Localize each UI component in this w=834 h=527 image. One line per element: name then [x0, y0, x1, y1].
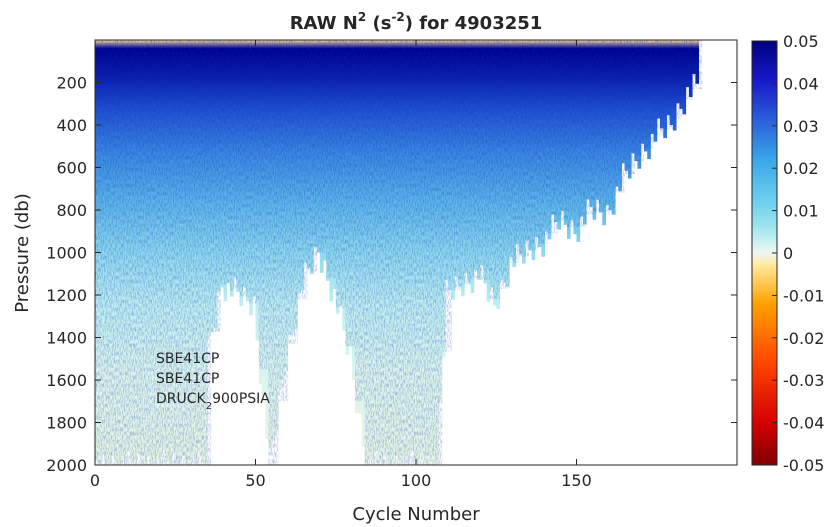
colorbar-tick-label: 0.01: [783, 202, 819, 221]
annotation-ctd-1: SBE41CP: [156, 351, 219, 367]
colorbar-tick-label: -0.03: [783, 371, 824, 390]
colorbar-tick-label: 0: [783, 244, 793, 263]
y-tick-label: 400: [56, 116, 87, 135]
y-tick-label: 600: [56, 159, 87, 178]
y-axis: 200 400 600 800 1000 1200 1400 1600 1800 2000: [46, 74, 737, 475]
title-unit-open: (s: [366, 13, 391, 34]
x-tick-label: 0: [90, 471, 100, 490]
colorbar-tick-label: 0.02: [783, 159, 819, 178]
colorbar-tick-label: 0.04: [783, 74, 819, 93]
annotation-psia: 900PSIA: [212, 391, 270, 407]
annotation-pressure-sensor: DRUCK2900PSIA: [156, 391, 270, 412]
y-tick-label: 1800: [46, 414, 87, 433]
annotation-subscript: 2: [206, 401, 212, 412]
y-tick-label: 800: [56, 201, 87, 220]
title-unit-superscript: -2: [391, 10, 404, 24]
colorbar-ticks: 0.05 0.04 0.03 0.02 0.01 0 -0.01 -0.02 -0.03 -0.0…: [772, 32, 824, 475]
colorbar: 0.05 0.04 0.03 0.02 0.01 0 -0.01 -0.02 -0.03 -0.0…: [751, 32, 824, 475]
y-tick-label: 200: [56, 74, 87, 93]
heatmap-field: [95, 40, 703, 465]
y-tick-label: 1400: [46, 329, 87, 348]
x-axis: 0 50 100 150: [90, 40, 592, 490]
y-tick-label: 1200: [46, 286, 87, 305]
profile-fill: [688, 40, 693, 97]
colorbar-tick-label: -0.02: [783, 329, 824, 348]
title-superscript: 2: [358, 10, 366, 24]
x-axis-title: Cycle Number: [352, 504, 480, 525]
profile-column: [688, 40, 693, 97]
annotation-druck: DRUCK: [156, 391, 207, 407]
annotation-ctd-2: SBE41CP: [156, 371, 219, 387]
x-tick-label: 100: [401, 471, 432, 490]
colorbar-tick-label: -0.04: [783, 414, 824, 433]
y-tick-label: 1000: [46, 244, 87, 263]
chart-title: RAW N2 (s-2) for 4903251: [290, 10, 543, 34]
y-tick-label: 1600: [46, 371, 87, 390]
colorbar-tick-label: 0.05: [783, 32, 819, 51]
sensor-annotations: SBE41CP SBE41CP DRUCK2900PSIA: [156, 351, 270, 412]
profile-fill: [692, 40, 696, 74]
profile-column: [692, 40, 696, 74]
colorbar-tick-label: -0.01: [783, 286, 824, 305]
colorbar-tick-label: -0.05: [783, 456, 824, 475]
x-tick-label: 50: [245, 471, 265, 490]
y-tick-label: 2000: [46, 456, 87, 475]
profile-column: [695, 40, 700, 84]
title-unit-close: ) for 4903251: [405, 13, 543, 34]
x-tick-label: 150: [561, 471, 592, 490]
y-axis-title: Pressure (db): [12, 193, 33, 312]
title-text: RAW N: [290, 13, 358, 34]
profile-fill: [695, 40, 700, 84]
colorbar-tick-label: 0.03: [783, 117, 819, 136]
